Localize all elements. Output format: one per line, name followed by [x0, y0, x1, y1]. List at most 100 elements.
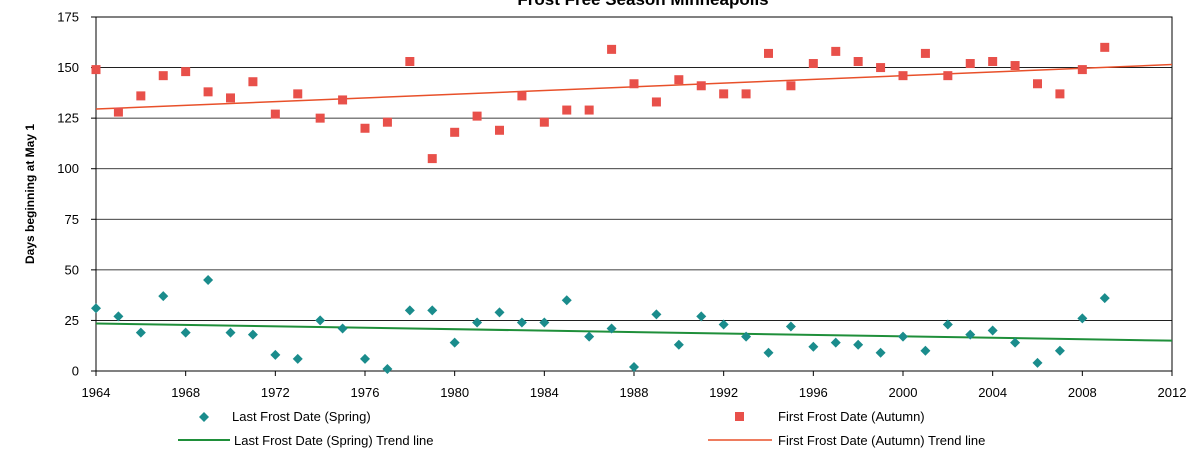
spring-point: [606, 323, 617, 334]
autumn-point: [674, 75, 684, 85]
x-tick-label: 2012: [1158, 385, 1187, 400]
spring-point: [158, 291, 169, 302]
autumn-point: [719, 89, 729, 99]
spring-point: [292, 353, 303, 364]
autumn-point: [495, 125, 504, 135]
spring-point: [875, 347, 886, 358]
autumn-point: [1055, 89, 1065, 99]
legend-label-spring: Last Frost Date (Spring): [232, 409, 371, 424]
x-tick-label: 1968: [171, 385, 200, 400]
autumn-point: [91, 65, 101, 75]
x-tick-label: 2008: [1068, 385, 1097, 400]
spring-point: [91, 303, 101, 314]
spring-point: [135, 327, 146, 338]
spring-point: [270, 349, 281, 360]
spring-point: [449, 337, 460, 348]
autumn-point: [629, 79, 639, 89]
spring-point: [225, 327, 236, 338]
grid-lines: [96, 67, 1172, 321]
autumn-point: [226, 93, 235, 103]
autumn-point: [1077, 65, 1087, 75]
y-tick-label: 75: [65, 212, 79, 227]
autumn-point: [831, 46, 841, 56]
y-tick-label: 100: [57, 161, 79, 176]
square-marker-icon: [735, 412, 744, 421]
autumn-point: [315, 113, 325, 123]
chart-title: Frost Free Season Minneapolis: [517, 0, 768, 9]
autumn-point: [472, 111, 482, 121]
legend-item-autumn: First Frost Date (Autumn): [735, 409, 925, 424]
autumn-point: [808, 59, 818, 69]
spring-point: [629, 361, 639, 372]
autumn-point: [920, 48, 930, 58]
spring-point: [673, 339, 684, 350]
x-tick-label: 1980: [440, 385, 469, 400]
x-tick-label: 1984: [530, 385, 559, 400]
x-tick-label: 2000: [889, 385, 918, 400]
autumn-point: [764, 48, 773, 58]
spring-point: [965, 329, 976, 340]
x-tick-label: 1964: [82, 385, 111, 400]
autumn-point: [539, 117, 549, 127]
autumn-point: [943, 71, 953, 81]
spring-point: [718, 319, 729, 330]
spring-point: [808, 341, 819, 352]
autumn-point: [136, 91, 146, 101]
spring-point: [315, 315, 326, 326]
series-spring-markers: [91, 274, 1110, 374]
spring-point: [382, 363, 393, 374]
diamond-marker-icon: [199, 412, 209, 422]
spring-point: [337, 323, 348, 334]
y-tick-label: 25: [65, 313, 79, 328]
autumn-point: [898, 71, 908, 81]
spring-point: [785, 321, 796, 332]
x-tick-label: 1976: [351, 385, 380, 400]
autumn-point: [181, 67, 191, 77]
spring-point: [920, 345, 931, 356]
x-tick-label: 1972: [261, 385, 290, 400]
spring-point: [203, 274, 214, 285]
y-tick-label: 125: [57, 111, 79, 126]
y-axis-label: Days beginning at May 1: [23, 124, 37, 264]
legend-item-spring: Last Frost Date (Spring): [199, 409, 371, 424]
autumn-point: [651, 97, 661, 107]
spring-point: [741, 331, 752, 342]
spring-point: [180, 327, 191, 338]
autumn-point: [270, 109, 280, 119]
legend-label-autumn: First Frost Date (Autumn): [778, 409, 925, 424]
spring-point: [1099, 293, 1110, 304]
spring-point: [539, 317, 550, 328]
autumn-point: [427, 154, 437, 164]
autumn-point: [1010, 61, 1020, 71]
autumn-point: [584, 105, 594, 115]
autumn-point: [382, 117, 392, 127]
spring-point: [427, 305, 438, 316]
autumn-point: [876, 63, 886, 73]
autumn-point: [696, 81, 706, 91]
series-autumn-markers: [91, 42, 1110, 164]
spring-point: [561, 295, 572, 306]
spring-point: [1054, 345, 1065, 356]
autumn-point: [338, 95, 348, 105]
legend: Last Frost Date (Spring) First Frost Dat…: [178, 409, 985, 448]
spring-point: [898, 331, 908, 342]
autumn-point: [248, 77, 258, 87]
autumn-point: [1033, 79, 1042, 89]
spring-point: [584, 331, 595, 342]
spring-point: [404, 305, 415, 316]
autumn-point: [1100, 42, 1110, 52]
autumn-point: [450, 127, 460, 137]
autumn-point: [853, 57, 863, 67]
trend-line-spring: [95, 322, 1173, 342]
spring-point: [987, 325, 998, 336]
spring-point: [1032, 357, 1043, 368]
spring-point: [763, 347, 774, 358]
autumn-point: [741, 89, 751, 99]
autumn-point: [203, 87, 213, 97]
autumn-point: [293, 89, 303, 99]
y-tick-label: 150: [57, 60, 79, 75]
x-tick-label: 1992: [709, 385, 738, 400]
spring-point: [360, 353, 370, 364]
x-tick-label: 1988: [620, 385, 649, 400]
legend-label-autumn-trend: First Frost Date (Autumn) Trend line: [778, 433, 985, 448]
